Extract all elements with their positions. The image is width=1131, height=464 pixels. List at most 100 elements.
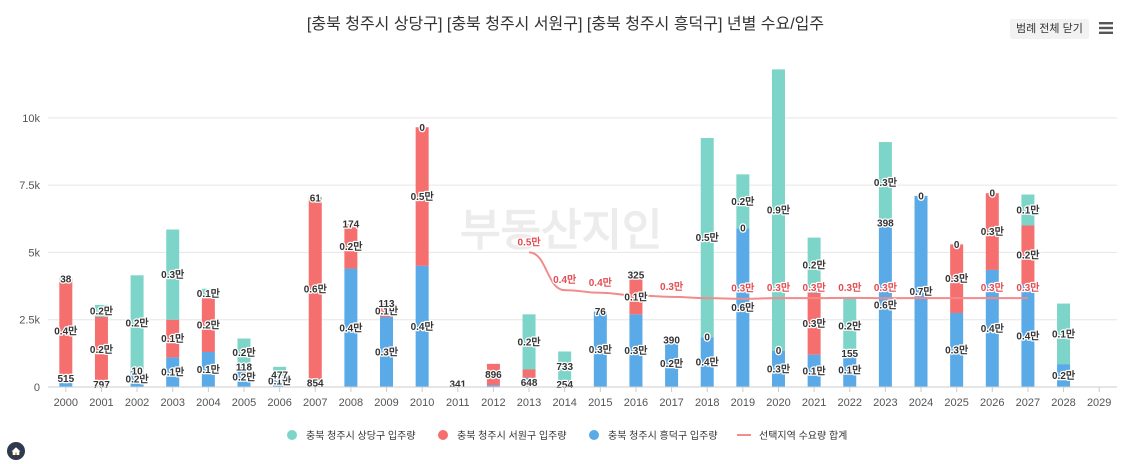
demand-label: 0.3만 bbox=[981, 281, 1005, 294]
bar-segment bbox=[166, 319, 180, 358]
axes: 0 2.5k 5k 7.5k 10k 2000 2001 2002 2003 2004 2005 20… bbox=[19, 113, 1117, 409]
bar-label: 0.1만 bbox=[624, 290, 648, 303]
bar-segment bbox=[166, 357, 180, 387]
bar-label: 0.4만 bbox=[1016, 329, 1040, 342]
bar-label: 0.1만 bbox=[161, 332, 185, 345]
bar-segment bbox=[201, 298, 215, 353]
bar-label: 0.1만 bbox=[161, 366, 185, 379]
bar-segment bbox=[1057, 364, 1071, 387]
bar-label: 0.2만 bbox=[339, 240, 363, 253]
bar-segment bbox=[1021, 194, 1035, 226]
y-tick-label: 0 bbox=[34, 382, 40, 394]
x-tick-label: 2002 bbox=[125, 397, 149, 409]
bar-segment bbox=[985, 269, 999, 387]
bar-segment bbox=[1057, 303, 1071, 365]
y-tick-label: 5k bbox=[28, 247, 40, 259]
bar-label: 325 bbox=[628, 270, 645, 281]
bar-label: 0.4만 bbox=[54, 325, 78, 338]
x-tick-label: 2008 bbox=[339, 397, 363, 409]
legend: 충북 청주시 상당구 입주량 충북 청주시 서원구 입주량 충북 청주시 흥덕구 입… bbox=[287, 429, 847, 442]
bar-segment bbox=[344, 268, 358, 387]
bar-segment bbox=[59, 279, 73, 383]
bar-label: 0.2만 bbox=[803, 259, 827, 272]
bar-segment bbox=[344, 224, 358, 269]
bar-segment bbox=[807, 354, 821, 387]
x-tick-label: 2021 bbox=[802, 397, 826, 409]
bar-segment bbox=[380, 302, 394, 305]
bar-label: 0 bbox=[704, 333, 710, 344]
bar-label: 341 bbox=[449, 380, 466, 391]
x-tick-label: 2010 bbox=[410, 397, 434, 409]
bar-segment bbox=[665, 339, 679, 387]
x-tick-label: 2019 bbox=[731, 397, 755, 409]
bar-segment bbox=[558, 351, 572, 382]
x-tick-label: 2027 bbox=[1016, 397, 1040, 409]
bar-label: 0.2만 bbox=[232, 370, 256, 383]
bar-segment bbox=[273, 374, 287, 387]
x-tick-label: 2025 bbox=[944, 397, 968, 409]
hamburger-menu-icon[interactable] bbox=[1098, 20, 1114, 36]
bar-segment bbox=[807, 237, 821, 293]
bar-segment bbox=[201, 352, 215, 387]
x-tick-label: 2014 bbox=[552, 397, 576, 409]
bar-segment bbox=[878, 222, 892, 387]
bar-label: 0.2만 bbox=[731, 195, 755, 208]
bar-segment bbox=[308, 198, 322, 379]
bar-label: 0.9만 bbox=[767, 204, 791, 217]
x-tick-label: 2003 bbox=[160, 397, 184, 409]
bar-label: 0 bbox=[918, 191, 924, 202]
bar-label: 0.3만 bbox=[767, 362, 791, 375]
bar-segment bbox=[700, 138, 714, 338]
bar-label: 0.2만 bbox=[1016, 249, 1040, 262]
bar-label: 61 bbox=[310, 193, 322, 204]
bar-segment bbox=[59, 382, 73, 387]
bar-label: 797 bbox=[93, 380, 110, 391]
bar-segment bbox=[593, 311, 607, 387]
demand-label: 0.3만 bbox=[874, 281, 898, 294]
bar-segment bbox=[629, 279, 643, 315]
bar-segment bbox=[201, 288, 215, 299]
x-tick-label: 2004 bbox=[196, 397, 220, 409]
bar-label: 398 bbox=[877, 218, 894, 229]
watermark: 부동산지인 bbox=[460, 206, 662, 255]
bar-label: 0.2만 bbox=[517, 335, 541, 348]
x-tick-label: 2015 bbox=[588, 397, 612, 409]
legend-toggle-button[interactable]: 범례 전체 닫기 bbox=[1010, 19, 1089, 39]
bar-label: 0 bbox=[419, 123, 425, 134]
bar-label: 0.3만 bbox=[945, 343, 969, 356]
gridlines bbox=[48, 117, 1117, 321]
x-tick-label: 2005 bbox=[232, 397, 256, 409]
bar-segment bbox=[94, 317, 108, 382]
bar-label: 0.2만 bbox=[1052, 369, 1076, 382]
bar-label: 0.3만 bbox=[589, 343, 613, 356]
bar-label: 0.2만 bbox=[838, 319, 862, 332]
bar-label: 0.1만 bbox=[803, 364, 827, 377]
bar-segment bbox=[950, 312, 964, 387]
bar-label: 0.2만 bbox=[232, 346, 256, 359]
bar-label: 390 bbox=[663, 335, 680, 346]
home-icon[interactable] bbox=[7, 442, 25, 460]
bar-segment bbox=[629, 314, 643, 387]
bar-label: 0 bbox=[990, 189, 996, 200]
bar-label: 0.5만 bbox=[696, 231, 720, 244]
bar-label: 0.3만 bbox=[624, 344, 648, 357]
bar-segment bbox=[415, 265, 429, 387]
bar-label: 0.1만 bbox=[197, 363, 221, 376]
bar-segment bbox=[950, 244, 964, 313]
x-tick-label: 2012 bbox=[481, 397, 505, 409]
bar-segment bbox=[522, 314, 536, 370]
bar-segment bbox=[558, 382, 572, 387]
bar-label: 0.2만 bbox=[197, 319, 221, 332]
bar-segment bbox=[522, 369, 536, 378]
bar-label: 0 bbox=[954, 240, 960, 251]
demand-label: 0.3만 bbox=[767, 281, 791, 294]
x-tick-label: 2023 bbox=[873, 397, 897, 409]
legend-label: 선택지역 수요량 합계 bbox=[759, 430, 847, 442]
y-tick-label: 7.5k bbox=[19, 180, 40, 192]
legend-label: 충북 청주시 상당구 입주량 bbox=[306, 429, 416, 442]
bar-label: 0.2만 bbox=[90, 304, 114, 317]
bar-label: 515 bbox=[57, 374, 74, 385]
bar-label: 0.2만 bbox=[90, 343, 114, 356]
bars bbox=[59, 69, 1071, 387]
bar-label: 0.3만 bbox=[161, 268, 185, 281]
